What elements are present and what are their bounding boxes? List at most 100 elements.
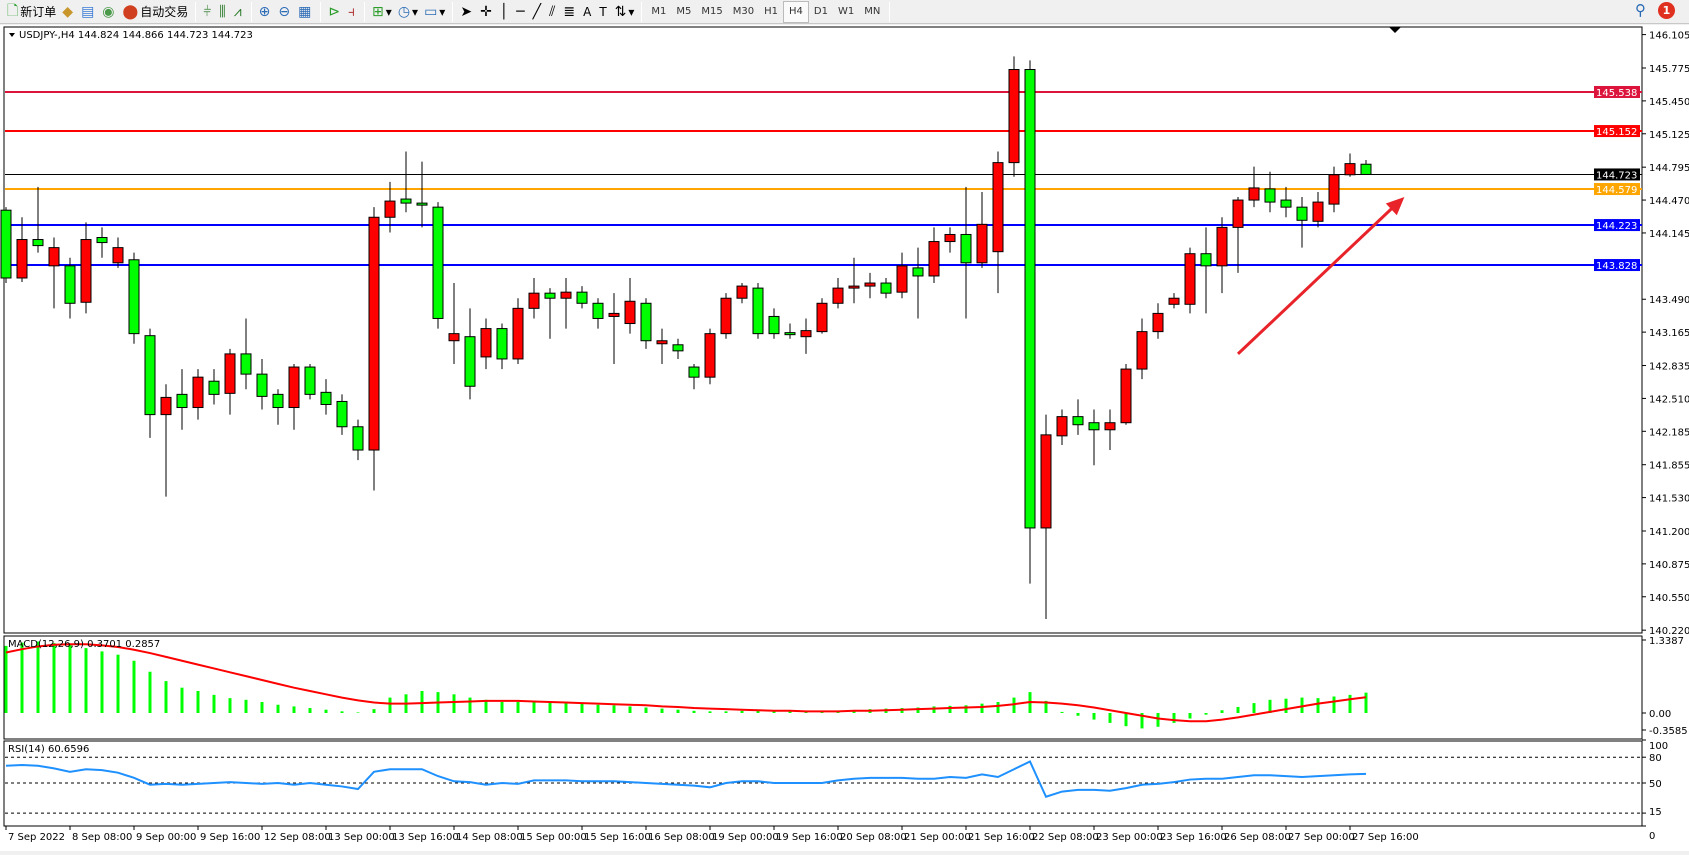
candle-body xyxy=(64,265,76,304)
candle-body xyxy=(1232,199,1244,228)
timeframe-d1[interactable]: D1 xyxy=(813,6,828,17)
fibonacci-button[interactable]: ⫽ xyxy=(546,1,560,23)
candle-body xyxy=(1216,226,1228,267)
search-icon[interactable]: ⚲ xyxy=(1635,1,1646,19)
price-line-label: 144.223 xyxy=(1596,221,1637,232)
chart-shift-button[interactable]: ⫞ xyxy=(345,1,360,23)
price-tick-label: 141.855 xyxy=(1649,461,1689,472)
candle-body xyxy=(128,259,140,335)
candle-body xyxy=(80,239,92,303)
candle-body xyxy=(464,336,476,387)
zoom-out-icon: ⊖ xyxy=(278,3,291,20)
auto-trading-button[interactable]: ⬤ 自动交易 xyxy=(120,1,192,23)
candle-body xyxy=(1344,163,1356,176)
trendline-icon: ╱ xyxy=(532,3,542,20)
macd-tick-label: 0.00 xyxy=(1649,709,1671,720)
candle-body xyxy=(672,344,684,352)
candle-body xyxy=(560,291,572,299)
timeframe-m15[interactable]: M15 xyxy=(701,6,723,17)
time-tick-label: 9 Sep 00:00 xyxy=(136,832,196,843)
templates-button[interactable]: ▭ ▾ xyxy=(421,1,448,23)
candle-body xyxy=(1168,297,1180,305)
candle-body xyxy=(1040,434,1052,529)
price-line-label: 143.828 xyxy=(1596,261,1637,272)
price-tick-label: 140.550 xyxy=(1649,593,1689,604)
price-label-bg xyxy=(1594,85,1640,98)
chart-canvas[interactable]: 146.105 145.775 145.450 145.125 144.795 144.4… xyxy=(0,25,1689,851)
timeframe-m5[interactable]: M5 xyxy=(676,6,692,17)
text-label-button[interactable]: T xyxy=(596,1,611,23)
candle-body xyxy=(1360,163,1372,175)
vertical-line-button[interactable]: │ xyxy=(497,1,513,23)
candle-body xyxy=(272,393,284,409)
candle-body xyxy=(512,307,524,360)
candle-body xyxy=(848,285,860,289)
text-button[interactable]: A xyxy=(580,1,596,23)
timeframe-m1[interactable]: M1 xyxy=(651,6,667,17)
rsi-tick-label: 50 xyxy=(1649,779,1662,790)
candle-body xyxy=(480,328,492,358)
candle-body xyxy=(528,292,540,309)
bar-chart-button[interactable]: ⫩ xyxy=(200,1,216,23)
separator xyxy=(364,1,366,22)
candle-body xyxy=(720,297,732,335)
vertical-line-icon: │ xyxy=(499,3,509,20)
candle-body xyxy=(416,202,428,206)
fibonacci-fan-button[interactable]: ≣ xyxy=(560,1,580,23)
candle-body xyxy=(1312,201,1324,222)
candle-body xyxy=(1200,253,1212,267)
candle-body xyxy=(656,340,668,345)
signals-button[interactable]: ◉ xyxy=(99,1,119,23)
tile-windows-button[interactable]: ▦ xyxy=(295,1,316,23)
templates-icon: ▭ xyxy=(424,3,438,20)
price-line-label: 145.152 xyxy=(1596,127,1637,138)
candle-body xyxy=(1136,331,1148,370)
chart-shift-icon: ⫞ xyxy=(348,3,356,20)
timeframe-h4[interactable]: H4 xyxy=(783,0,809,23)
price-line-label: 144.579 xyxy=(1596,185,1637,196)
arrows-button[interactable]: ⇅ ▾ xyxy=(612,1,638,23)
price-label-bg xyxy=(1594,168,1640,181)
gold-bars-icon: ◆ xyxy=(62,3,74,20)
history-center-button[interactable]: ▤ xyxy=(78,1,99,23)
notification-badge[interactable]: 1 xyxy=(1658,1,1675,19)
candle-body xyxy=(1056,416,1068,437)
candle-body xyxy=(576,291,588,304)
time-tick-label: 8 Sep 08:00 xyxy=(72,832,132,843)
candle-body xyxy=(320,391,332,405)
periods-button[interactable]: ◷ ▾ xyxy=(395,1,421,23)
timeframe-w1[interactable]: W1 xyxy=(837,6,855,17)
zoom-in-button[interactable]: ⊕ xyxy=(256,1,276,23)
line-chart-button[interactable]: ⩘ xyxy=(231,1,247,23)
candle-body xyxy=(1296,206,1308,221)
time-tick-label: 23 Sep 00:00 xyxy=(1096,832,1163,843)
candle-body xyxy=(432,206,444,319)
auto-scroll-button[interactable]: ⊳ xyxy=(325,1,345,23)
trendline-button[interactable]: ╱ xyxy=(530,1,546,23)
tile-windows-icon: ▦ xyxy=(298,3,312,20)
zoom-out-button[interactable]: ⊖ xyxy=(275,1,295,23)
timeframe-mn[interactable]: MN xyxy=(864,6,881,17)
cursor-button[interactable]: ➤ xyxy=(457,1,477,23)
trend-arrow-line xyxy=(1236,204,1396,355)
candlestick-button[interactable]: ⫼ xyxy=(216,1,230,23)
text-label-icon: T xyxy=(599,4,607,19)
price-tick-label: 144.795 xyxy=(1649,163,1689,174)
new-order-label: 新订单 xyxy=(20,5,57,19)
candle-body xyxy=(928,241,940,277)
fibonacci-icon: ⫽ xyxy=(549,3,556,20)
chart-window[interactable]: 146.105 145.775 145.450 145.125 144.795 144.4… xyxy=(0,25,1689,851)
periods-icon: ◷ xyxy=(397,3,411,20)
timeframe-h1[interactable]: H1 xyxy=(764,6,779,17)
horizontal-line-button[interactable]: ─ xyxy=(513,1,529,23)
new-order-button[interactable]: 🗋 新订单 xyxy=(4,1,59,23)
candle-body xyxy=(256,373,268,397)
candle-body xyxy=(1264,188,1276,203)
timeframe-m30[interactable]: M30 xyxy=(732,6,755,17)
indicators-button[interactable]: ⊞ ▾ xyxy=(369,1,395,23)
time-tick-label: 22 Sep 08:00 xyxy=(1032,832,1099,843)
candle-body xyxy=(688,366,700,378)
time-tick-label: 9 Sep 16:00 xyxy=(200,832,260,843)
market-watch-button[interactable]: ◆ xyxy=(59,1,78,23)
crosshair-button[interactable]: ✛ xyxy=(477,1,497,23)
